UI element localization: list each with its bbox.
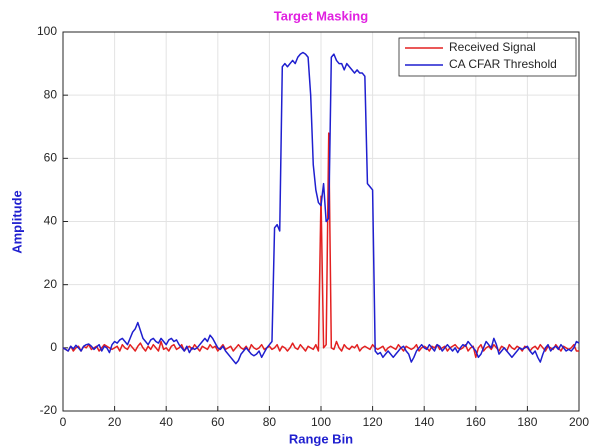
chart-title: Target Masking bbox=[274, 8, 368, 23]
x-tick-label: 100 bbox=[311, 415, 331, 429]
x-tick-label: 120 bbox=[363, 415, 383, 429]
x-tick-label: 0 bbox=[60, 415, 67, 429]
x-tick-label: 140 bbox=[414, 415, 434, 429]
y-tick-label: 100 bbox=[37, 24, 57, 38]
y-axis-label: Amplitude bbox=[9, 190, 24, 254]
data-line bbox=[62, 132, 579, 359]
data-line bbox=[62, 51, 580, 365]
y-tick-label: -20 bbox=[40, 403, 58, 417]
x-axis-label: Range Bin bbox=[289, 431, 353, 446]
y-tick-label: 60 bbox=[44, 151, 58, 165]
y-tick-label: 40 bbox=[44, 214, 58, 228]
x-tick-label: 80 bbox=[263, 415, 277, 429]
x-tick-label: 60 bbox=[211, 415, 225, 429]
x-tick-label: 20 bbox=[108, 415, 122, 429]
plot-frame bbox=[62, 31, 580, 412]
x-tick-label: 180 bbox=[517, 415, 537, 429]
legend-box bbox=[398, 37, 577, 77]
y-tick-label: 0 bbox=[50, 340, 57, 354]
y-tick-label: 20 bbox=[44, 277, 58, 291]
x-tick-label: 160 bbox=[466, 415, 486, 429]
legend-label: CA CFAR Threshold bbox=[449, 57, 557, 71]
x-tick-label: 40 bbox=[160, 415, 174, 429]
y-tick-label: 80 bbox=[44, 87, 58, 101]
x-tick-label: 200 bbox=[569, 415, 589, 429]
legend-label: Received Signal bbox=[449, 40, 536, 54]
